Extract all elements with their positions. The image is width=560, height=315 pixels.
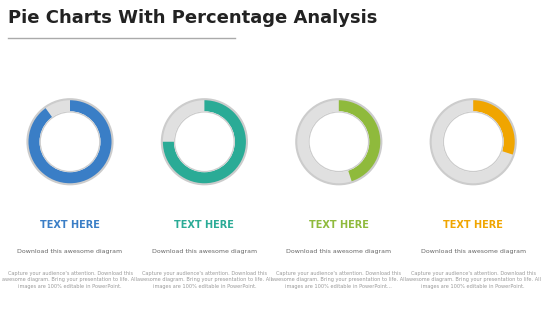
Text: Capture your audience's attention. Download this
awesome diagram. Bring your pre: Capture your audience's attention. Downl… [271,271,407,289]
Wedge shape [162,99,247,184]
Text: 30%: 30% [458,135,488,148]
Circle shape [175,112,234,172]
Text: TEXT HERE: TEXT HERE [444,220,503,231]
Circle shape [444,112,503,172]
Wedge shape [339,99,381,182]
Text: Download this awesome diagram: Download this awesome diagram [286,249,391,254]
Wedge shape [473,99,516,155]
Text: 75%: 75% [189,135,220,148]
Text: Capture your audience's attention. Download this
awesome diagram. Bring your pre: Capture your audience's attention. Downl… [2,271,138,289]
Text: TEXT HERE: TEXT HERE [309,220,368,231]
Text: Capture your audience's attention. Download this
awesome diagram. Bring your pre: Capture your audience's attention. Downl… [137,271,272,289]
Circle shape [40,112,100,172]
Text: 90%: 90% [55,135,85,148]
Wedge shape [27,99,113,184]
Text: Download this awesome diagram: Download this awesome diagram [421,249,526,254]
Text: TEXT HERE: TEXT HERE [40,220,100,231]
Wedge shape [431,99,516,184]
Text: Download this awesome diagram: Download this awesome diagram [17,249,123,254]
Text: Capture your audience's attention. Download this
awesome diagram. Bring your pre: Capture your audience's attention. Downl… [405,271,541,289]
Text: 45%: 45% [324,135,354,148]
Wedge shape [296,99,381,184]
Wedge shape [27,99,113,184]
Text: Pie Charts With Percentage Analysis: Pie Charts With Percentage Analysis [8,9,378,27]
Text: TEXT HERE: TEXT HERE [175,220,234,231]
Circle shape [309,112,368,172]
Wedge shape [162,99,247,184]
Text: Download this awesome diagram: Download this awesome diagram [152,249,257,254]
